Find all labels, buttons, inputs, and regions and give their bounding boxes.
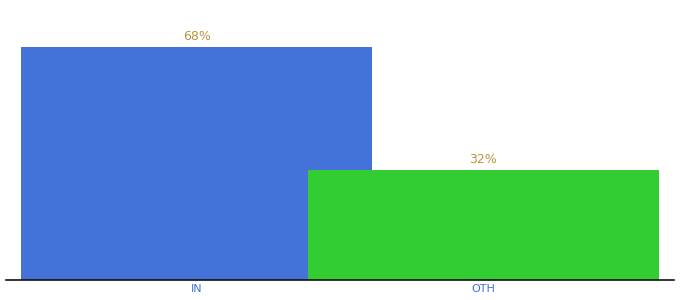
Bar [308,170,658,280]
Bar [22,47,372,280]
Text: 32%: 32% [469,153,497,166]
Text: 68%: 68% [183,29,211,43]
